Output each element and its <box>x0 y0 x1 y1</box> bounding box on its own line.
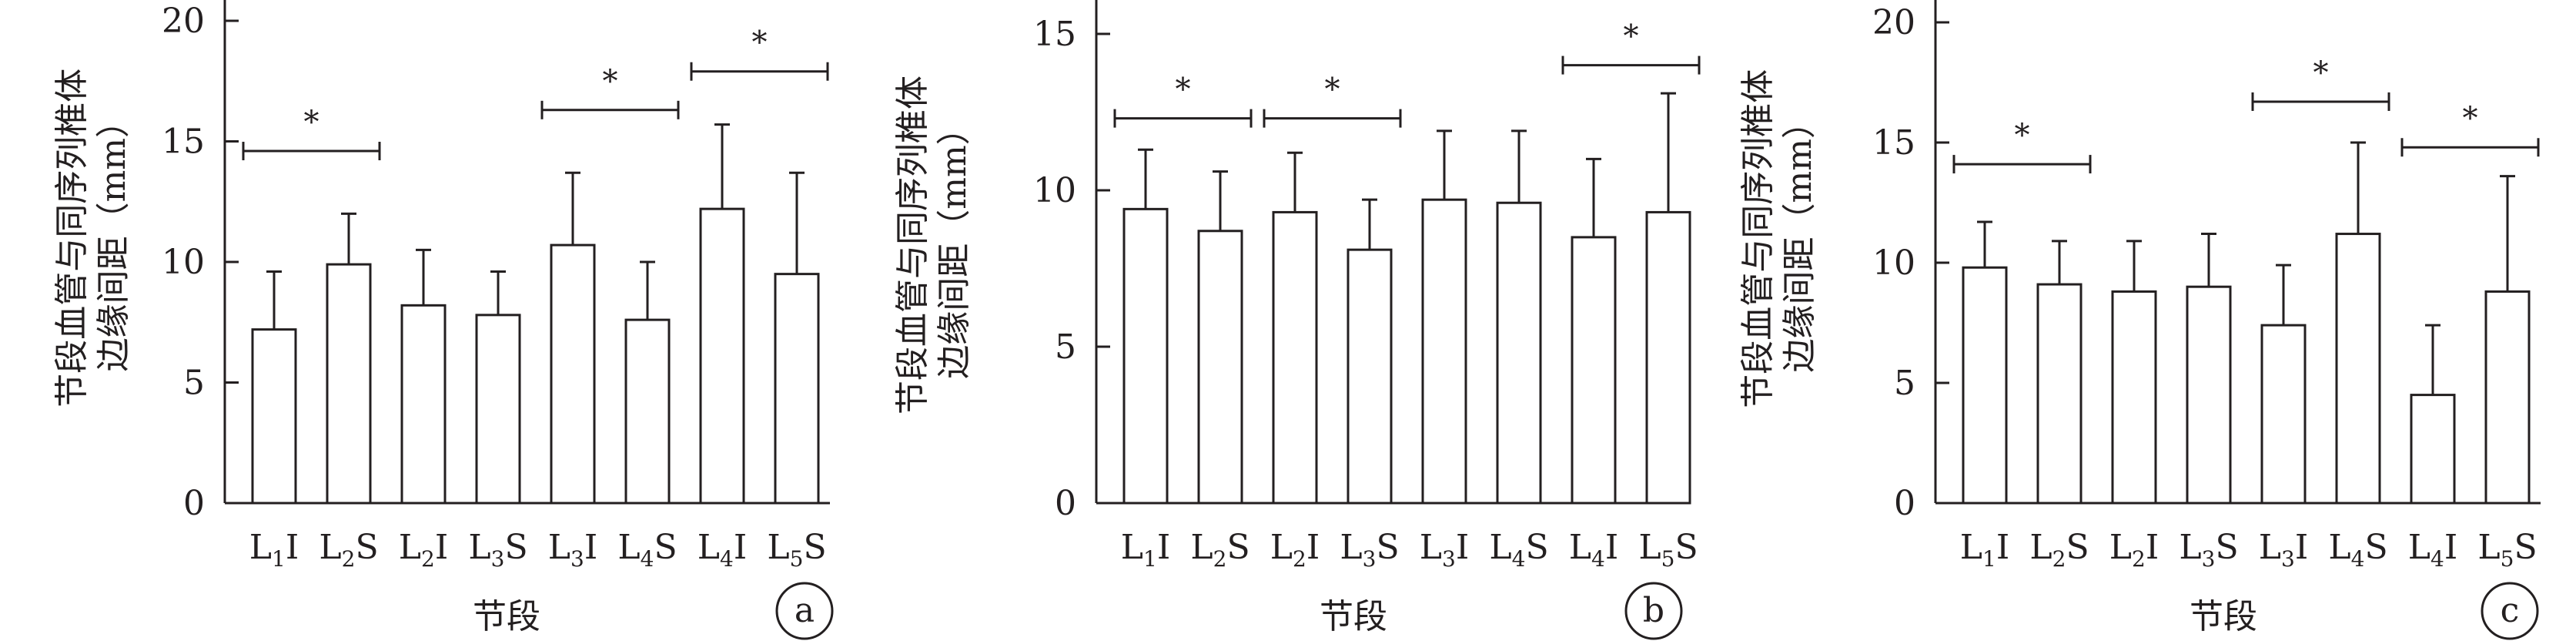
bar <box>550 243 596 505</box>
y-axis-title: 边缘间距（mm） <box>1780 105 1819 372</box>
chart-panel-a: 0 5 10 15 20 L1I L2S L2I L3S L3I L4S L4I L5S * * * 节段 节段血… <box>52 0 834 640</box>
bar <box>475 314 521 505</box>
bar <box>624 318 671 505</box>
bar <box>2111 290 2157 505</box>
significance-asterisk: * <box>2015 118 2030 153</box>
bar <box>699 207 745 505</box>
significance-asterisk: * <box>2313 55 2329 91</box>
x-tick-label: L2S <box>1190 528 1250 572</box>
panel-label-circle <box>775 582 834 640</box>
bar <box>251 328 297 505</box>
panel-label: b <box>1643 591 1664 630</box>
bar <box>1645 210 1691 505</box>
bar <box>2186 285 2232 505</box>
y-axis-title: 节段血管与同序列椎体 <box>893 76 932 414</box>
chart-panel-c: 0 5 10 15 20 L1I L2S L2I L3S L3I L4S L4I L5S * * * 节段 节段血… <box>1738 0 2541 640</box>
x-tick-label: L5S <box>1638 528 1698 572</box>
x-tick-label: L2I <box>1270 528 1320 572</box>
y-tick-label: 10 <box>1872 243 1915 283</box>
x-tick-label: L3I <box>2259 528 2308 572</box>
x-tick-label: L2I <box>2109 528 2159 572</box>
y-tick-label: 10 <box>1033 171 1076 210</box>
x-tick-label: L3I <box>548 528 597 572</box>
y-tick-label: 5 <box>1055 327 1076 367</box>
y-tick-label: 15 <box>1872 123 1915 163</box>
x-tick-label: L1I <box>249 528 299 572</box>
x-tick-label: L4S <box>2328 528 2387 572</box>
x-tick-label: L3I <box>1420 528 1469 572</box>
x-tick-label: L2S <box>319 528 378 572</box>
x-tick-label: L2I <box>399 528 448 572</box>
significance-asterisk: * <box>2463 101 2478 136</box>
significance-asterisk: * <box>603 64 618 99</box>
x-tick-label: L3S <box>468 528 527 572</box>
chart-panel-b: 0 5 10 15 L1I L2S L2I L3S L3I L4S L4I L5S * * * 节段 节段血管与… <box>893 0 1701 640</box>
significance-asterisk: * <box>1325 72 1340 108</box>
x-axis-title: 节段 <box>473 597 540 636</box>
y-tick-label: 0 <box>183 484 205 523</box>
bar <box>1272 210 1318 505</box>
x-axis-title: 节段 <box>1320 597 1387 636</box>
y-tick-label: 5 <box>183 364 205 403</box>
bar <box>1197 230 1243 505</box>
y-tick-label: 0 <box>1894 484 1915 523</box>
x-tick-label: L4S <box>1489 528 1548 572</box>
bar <box>774 273 820 505</box>
panel-label-circle <box>2481 582 2539 640</box>
y-axis-title: 节段血管与同序列椎体 <box>52 69 92 408</box>
y-tick-label: 15 <box>162 122 205 162</box>
x-tick-label: L5S <box>767 528 826 572</box>
bar <box>1347 248 1393 505</box>
y-tick-label: 10 <box>162 243 205 282</box>
bar <box>326 263 372 505</box>
x-tick-label: L4I <box>2408 528 2457 572</box>
x-tick-label: L4I <box>1569 528 1618 572</box>
bar <box>400 304 447 505</box>
significance-asterisk: * <box>304 105 319 140</box>
bar <box>1962 266 2008 505</box>
significance-asterisk: * <box>752 25 768 61</box>
panel-label-circle <box>1624 582 1683 640</box>
x-tick-label: L4I <box>698 528 747 572</box>
y-axis-title: 节段血管与同序列椎体 <box>1738 69 1778 408</box>
panel-label: c <box>2501 591 2520 630</box>
bar <box>2410 394 2456 505</box>
x-tick-label: L3S <box>2179 528 2238 572</box>
bar <box>1122 207 1169 505</box>
x-tick-label: L5S <box>2477 528 2537 572</box>
y-tick-label: 20 <box>1872 3 1915 42</box>
y-tick-label: 0 <box>1055 484 1076 523</box>
y-tick-label: 20 <box>162 2 205 41</box>
x-axis-title: 节段 <box>2190 597 2257 636</box>
x-tick-label: L2S <box>2029 528 2089 572</box>
panel-label: a <box>795 591 815 630</box>
x-tick-label: L1I <box>1121 528 1170 572</box>
bar <box>2484 290 2531 505</box>
bar <box>1496 201 1542 505</box>
y-axis-title: 边缘间距（mm） <box>94 104 133 371</box>
bar <box>2335 233 2381 505</box>
bar <box>1571 236 1617 505</box>
y-tick-label: 5 <box>1894 364 1915 403</box>
x-tick-label: L4S <box>617 528 677 572</box>
x-tick-label: L1I <box>1960 528 2009 572</box>
x-tick-label: L3S <box>1340 528 1399 572</box>
bar <box>1421 198 1467 505</box>
y-axis-title: 边缘间距（mm） <box>935 111 974 378</box>
significance-asterisk: * <box>1624 19 1639 55</box>
y-tick-label: 15 <box>1033 15 1076 54</box>
bar <box>2260 324 2307 505</box>
bar <box>2036 283 2083 505</box>
significance-asterisk: * <box>1176 72 1191 108</box>
